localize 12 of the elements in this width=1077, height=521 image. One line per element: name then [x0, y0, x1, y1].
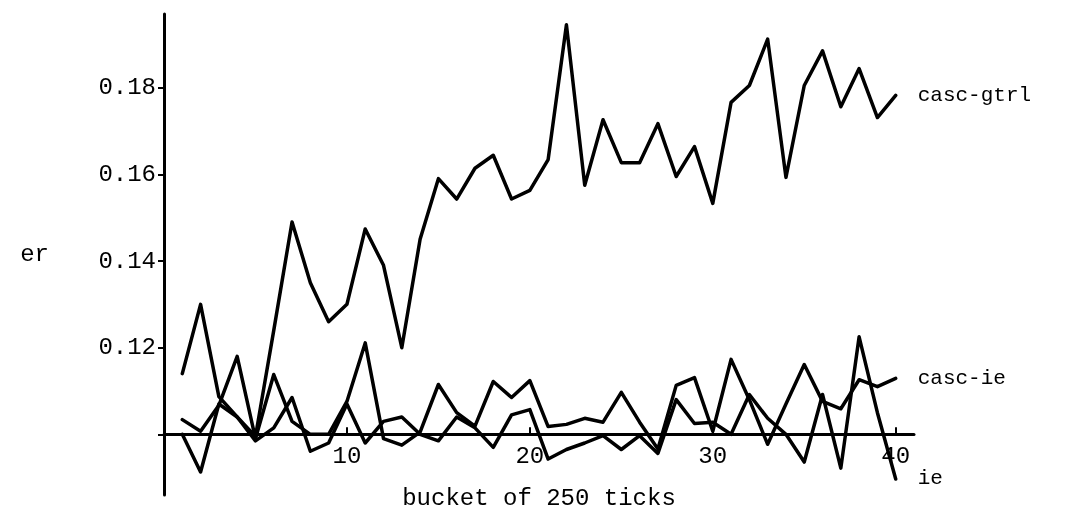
y-axis-title: er: [20, 241, 49, 268]
x-tick-label: 30: [698, 442, 728, 470]
series-label: casc-ie: [917, 366, 1006, 390]
y-tick-label: 0.18: [98, 74, 156, 102]
series-label: ie: [917, 467, 943, 491]
x-axis-title: bucket of 250 ticks: [402, 484, 676, 512]
y-tick-label: 0.12: [98, 334, 156, 362]
y-tick-label: 0.16: [98, 160, 156, 188]
x-tick-label: 10: [332, 442, 362, 470]
series-label: casc-gtrl: [917, 83, 1032, 107]
y-tick-label: 0.14: [98, 247, 156, 275]
x-tick-label: 20: [515, 442, 545, 470]
